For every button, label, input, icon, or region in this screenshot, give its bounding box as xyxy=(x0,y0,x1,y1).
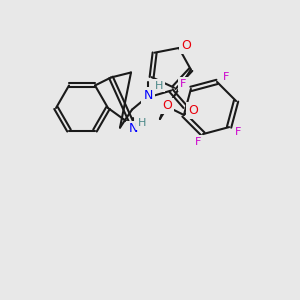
Text: F: F xyxy=(235,127,241,137)
Text: F: F xyxy=(223,72,229,82)
Text: F: F xyxy=(180,79,186,89)
Text: F: F xyxy=(195,137,201,147)
Text: O: O xyxy=(188,104,198,117)
Text: N: N xyxy=(143,89,153,102)
Text: H: H xyxy=(155,81,163,91)
Text: O: O xyxy=(181,40,191,52)
Text: H: H xyxy=(138,118,146,128)
Text: O: O xyxy=(162,100,172,112)
Text: N: N xyxy=(128,122,138,136)
